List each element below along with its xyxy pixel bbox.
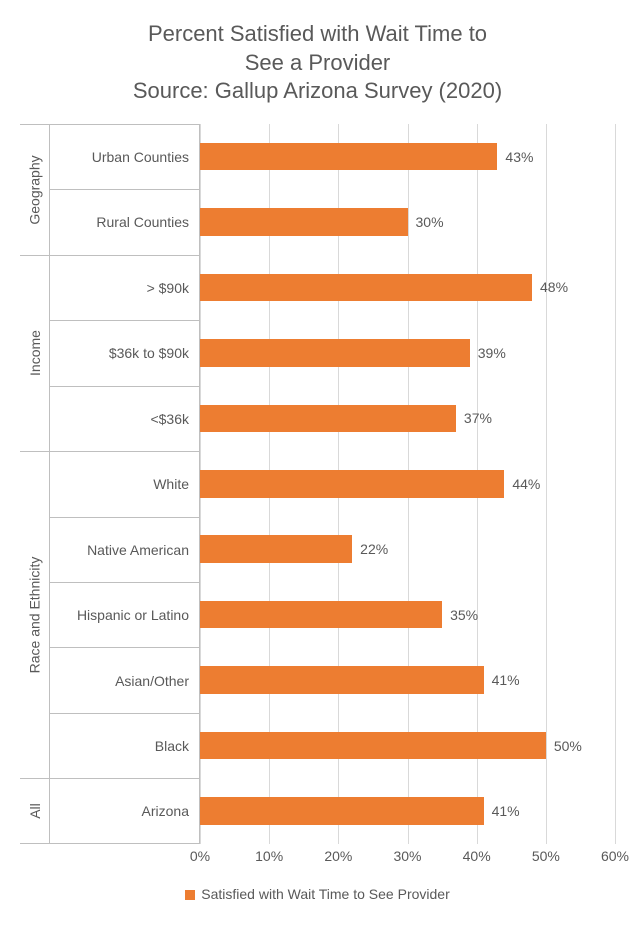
x-tick: 10% <box>255 848 283 864</box>
bar <box>200 732 546 759</box>
title-line-3: Source: Gallup Arizona Survey (2020) <box>20 77 615 106</box>
bar-row: 44% <box>200 451 615 516</box>
category-label: <$36k <box>50 386 200 451</box>
category-label: $36k to $90k <box>50 320 200 385</box>
bar <box>200 208 408 235</box>
x-tick: 30% <box>393 848 421 864</box>
category-label: White <box>50 451 200 516</box>
bar <box>200 405 456 432</box>
gridline <box>615 124 616 844</box>
bar-row: 39% <box>200 320 615 385</box>
legend-label: Satisfied with Wait Time to See Provider <box>201 886 449 902</box>
group-label: Race and Ethnicity <box>27 557 43 674</box>
legend-swatch <box>185 890 195 900</box>
bar-value-label: 30% <box>416 214 444 230</box>
category-axis: Urban CountiesRural Counties> $90k$36k t… <box>50 124 200 844</box>
x-tick: 50% <box>532 848 560 864</box>
x-axis: 0%10%20%30%40%50%60% <box>200 844 615 868</box>
group-axis: Geography Income Race and Ethnicity All <box>20 124 50 844</box>
category-label: Asian/Other <box>50 647 200 712</box>
chart-title: Percent Satisfied with Wait Time to See … <box>20 20 615 106</box>
category-label: Black <box>50 713 200 778</box>
bar-value-label: 50% <box>554 738 582 754</box>
bar-value-label: 41% <box>492 672 520 688</box>
bar-value-label: 22% <box>360 541 388 557</box>
group-income: Income <box>20 255 50 451</box>
x-tick: 0% <box>190 848 210 864</box>
bar-row: 30% <box>200 189 615 254</box>
bar-value-label: 37% <box>464 410 492 426</box>
bar <box>200 797 484 824</box>
bar-row: 37% <box>200 386 615 451</box>
plot-area: 43% 30% 48% 39% 37% 44% 22% 35% 41% 50% 41% <box>200 124 615 844</box>
title-line-2: See a Provider <box>20 49 615 78</box>
bar <box>200 274 532 301</box>
bar <box>200 339 470 366</box>
bar <box>200 470 504 497</box>
bar-value-label: 39% <box>478 345 506 361</box>
title-line-1: Percent Satisfied with Wait Time to <box>20 20 615 49</box>
category-label: Urban Counties <box>50 124 200 189</box>
bar-value-label: 35% <box>450 607 478 623</box>
bar-row: 22% <box>200 517 615 582</box>
legend: Satisfied with Wait Time to See Provider <box>20 886 615 902</box>
group-label: All <box>27 803 43 819</box>
x-tick: 20% <box>324 848 352 864</box>
chart-body: Geography Income Race and Ethnicity All Urb… <box>20 124 615 844</box>
bar <box>200 143 497 170</box>
group-race-and-ethnicity: Race and Ethnicity <box>20 451 50 778</box>
bar-value-label: 48% <box>540 279 568 295</box>
category-label: Hispanic or Latino <box>50 582 200 647</box>
bar-row: 50% <box>200 713 615 778</box>
bar <box>200 666 484 693</box>
x-tick: 60% <box>601 848 629 864</box>
bar-value-label: 43% <box>505 149 533 165</box>
bar-row: 43% <box>200 124 615 189</box>
bar-row: 35% <box>200 582 615 647</box>
x-tick: 40% <box>463 848 491 864</box>
category-label: Native American <box>50 517 200 582</box>
bar-row: 41% <box>200 778 615 843</box>
group-label: Geography <box>27 155 43 224</box>
bar-row: 41% <box>200 647 615 712</box>
bar-value-label: 44% <box>512 476 540 492</box>
bar-row: 48% <box>200 255 615 320</box>
bar <box>200 601 442 628</box>
group-all: All <box>20 778 50 843</box>
category-label: > $90k <box>50 255 200 320</box>
bar <box>200 535 352 562</box>
category-label: Rural Counties <box>50 189 200 254</box>
category-label: Arizona <box>50 778 200 843</box>
bar-value-label: 41% <box>492 803 520 819</box>
group-geography: Geography <box>20 124 50 255</box>
group-label: Income <box>27 330 43 376</box>
